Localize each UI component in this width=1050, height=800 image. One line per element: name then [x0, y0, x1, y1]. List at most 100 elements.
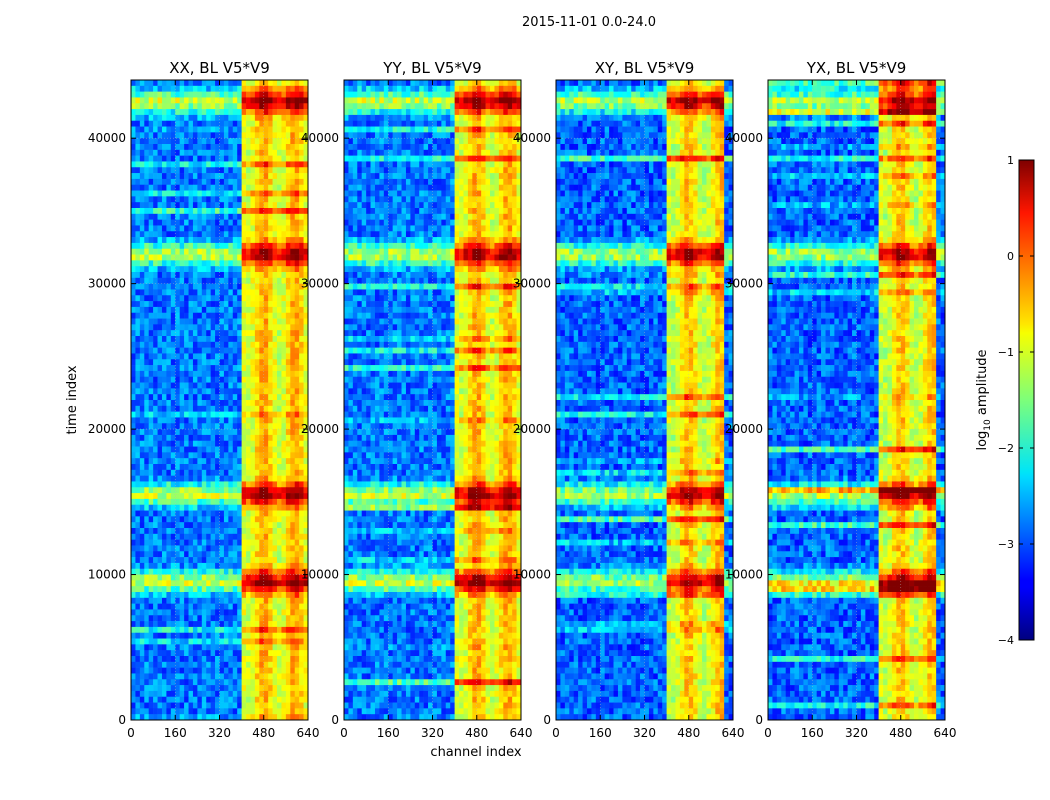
heatmap-cell — [188, 568, 194, 575]
heatmap-cell — [157, 167, 163, 174]
heatmap-cell — [281, 708, 287, 715]
heatmap-cell — [206, 475, 211, 482]
heatmap-cell — [157, 522, 163, 529]
heatmap-cell — [228, 464, 234, 471]
heatmap-cell — [197, 184, 203, 191]
heatmap-cell — [157, 365, 163, 372]
heatmap-cell — [294, 533, 300, 540]
heatmap-cell — [215, 80, 220, 87]
heatmap-cell — [166, 173, 172, 180]
heatmap-cell — [254, 190, 260, 197]
heatmap-cell — [268, 580, 273, 587]
heatmap-cell — [161, 400, 167, 407]
heatmap-cell — [299, 382, 304, 389]
heatmap-cell — [139, 708, 145, 715]
heatmap-cell — [210, 498, 216, 506]
heatmap-cell — [263, 376, 269, 383]
heatmap-cell — [392, 91, 398, 98]
heatmap-cell — [241, 376, 247, 383]
heatmap-cell — [201, 97, 207, 104]
heatmap-cell — [490, 103, 495, 110]
heatmap-cell — [192, 475, 198, 482]
heatmap-cell — [397, 103, 402, 110]
heatmap-cell — [228, 423, 234, 430]
heatmap-cell — [144, 190, 149, 197]
heatmap-cell — [197, 359, 203, 366]
heatmap-cell — [232, 405, 238, 412]
heatmap-cell — [294, 376, 300, 383]
heatmap-cell — [223, 452, 229, 459]
heatmap-cell — [294, 469, 300, 476]
heatmap-cell — [405, 132, 411, 139]
heatmap-cell — [197, 353, 203, 360]
heatmap-cell — [166, 615, 172, 622]
heatmap-cell — [170, 97, 176, 104]
heatmap-cell — [228, 667, 234, 674]
heatmap-cell — [268, 568, 273, 575]
heatmap-cell — [175, 109, 180, 116]
heatmap-cell — [139, 487, 145, 494]
heatmap-cell — [463, 109, 469, 116]
heatmap-cell — [428, 138, 433, 145]
heatmap-cell — [414, 91, 420, 98]
heatmap-cell — [485, 97, 491, 104]
heatmap-cell — [157, 120, 163, 127]
heatmap-cell — [285, 458, 291, 465]
heatmap-cell — [241, 400, 247, 407]
heatmap-cell — [206, 592, 211, 599]
heatmap-cell — [303, 149, 309, 156]
heatmap-cell — [232, 202, 238, 209]
heatmap-cell — [223, 254, 229, 261]
heatmap-cell — [441, 149, 447, 156]
heatmap-cell — [268, 155, 273, 162]
heatmap-cell — [153, 347, 158, 354]
heatmap-cell — [135, 574, 141, 581]
heatmap-cell — [272, 434, 278, 442]
heatmap-cell — [259, 423, 265, 430]
heatmap-cell — [344, 126, 349, 133]
heatmap-cell — [170, 336, 176, 343]
heatmap-cell — [237, 667, 242, 674]
heatmap-cell — [139, 504, 145, 511]
heatmap-cell — [223, 80, 229, 87]
heatmap-cell — [254, 370, 260, 378]
heatmap-cell — [179, 522, 185, 529]
heatmap-cell — [153, 149, 158, 156]
heatmap-cell — [219, 324, 225, 331]
heatmap-cell — [254, 411, 260, 418]
heatmap-cell — [232, 626, 238, 634]
heatmap-cell — [184, 446, 189, 453]
heatmap-cell — [157, 173, 163, 180]
heatmap-cell — [246, 161, 251, 168]
heatmap-cell — [237, 225, 242, 232]
heatmap-cell — [285, 196, 291, 203]
heatmap-cell — [250, 621, 256, 628]
heatmap-cell — [250, 417, 256, 424]
heatmap-cell — [157, 144, 163, 151]
heatmap-cell — [281, 679, 287, 686]
heatmap-cell — [290, 464, 296, 471]
heatmap-cell — [148, 132, 154, 139]
heatmap-cell — [166, 574, 172, 581]
heatmap-cell — [285, 277, 291, 284]
heatmap-cell — [232, 231, 238, 238]
heatmap-cell — [184, 632, 189, 639]
heatmap-cell — [259, 173, 265, 180]
heatmap-cell — [277, 365, 282, 372]
heatmap-cell — [512, 103, 517, 110]
heatmap-cell — [188, 522, 194, 529]
heatmap-cell — [259, 621, 265, 628]
heatmap-cell — [290, 650, 296, 657]
heatmap-cell — [206, 714, 211, 721]
heatmap-cell — [188, 103, 194, 110]
heatmap-cell — [254, 149, 260, 156]
heatmap-cell — [170, 522, 176, 529]
heatmap-cell — [215, 97, 220, 104]
heatmap-cell — [188, 330, 194, 337]
heatmap-cell — [135, 120, 141, 127]
heatmap-cell — [232, 318, 238, 325]
heatmap-cell — [303, 557, 309, 564]
heatmap-cell — [241, 173, 247, 180]
heatmap-cell — [206, 469, 211, 476]
heatmap-cell — [175, 458, 180, 465]
